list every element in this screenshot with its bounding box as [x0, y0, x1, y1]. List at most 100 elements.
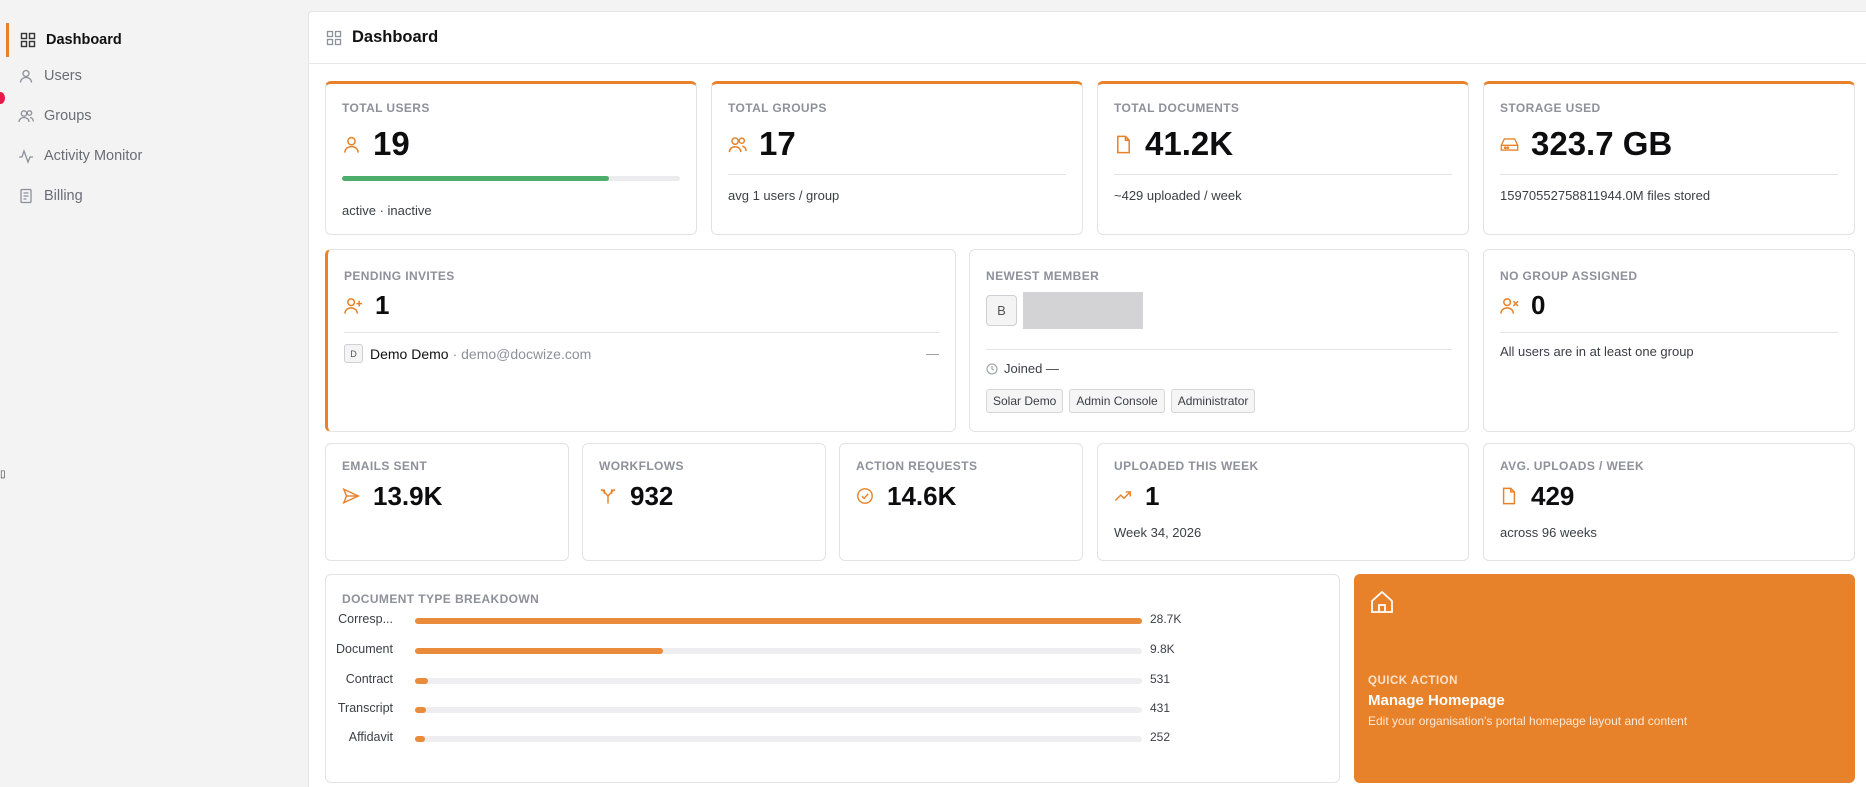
stat-sub: ~429 uploaded / week	[1114, 188, 1242, 203]
clock-icon	[986, 362, 998, 375]
breakdown-value: 9.8K	[1150, 642, 1175, 656]
stat-sub: active · inactive	[342, 203, 432, 218]
newest-member-card: NEWEST MEMBER B Joined — Solar Demo Admi…	[969, 249, 1469, 432]
collapse-handle-icon[interactable]: ▯	[0, 469, 6, 480]
breakdown-label: Contract	[345, 672, 393, 686]
hard-drive-icon	[1500, 135, 1519, 154]
breakdown-row: Document 9.8K	[326, 640, 1339, 660]
sidebar-item-activity-monitor[interactable]: Activity Monitor	[6, 139, 302, 173]
stat-card-action-requests: ACTION REQUESTS 14.6K	[839, 443, 1083, 561]
tag: Administrator	[1170, 389, 1256, 413]
stat-card-avg-uploads: AVG. UPLOADS / WEEK 429 across 96 weeks	[1483, 443, 1855, 561]
avatar: D	[344, 344, 363, 363]
stat-value-row: 1	[344, 290, 389, 321]
stat-value-row: 932	[599, 481, 673, 512]
stat-label: AVG. UPLOADS / WEEK	[1500, 459, 1645, 473]
breakdown-track	[415, 678, 1142, 684]
role-tags: Solar Demo Admin Console Administrator	[986, 389, 1256, 413]
breakdown-bar	[415, 648, 663, 654]
member-name-placeholder	[1023, 292, 1143, 329]
breakdown-track	[415, 618, 1142, 624]
users-icon	[18, 108, 34, 124]
activity-icon	[18, 148, 34, 164]
page-title: Dashboard	[352, 28, 439, 46]
breakdown-row: Transcript 431	[326, 699, 1339, 719]
breakdown-track	[415, 648, 1142, 654]
breakdown-label: Affidavit	[348, 730, 393, 744]
stat-value-row: 0	[1500, 290, 1545, 321]
stat-label: TOTAL USERS	[342, 101, 430, 115]
split-icon	[599, 487, 618, 506]
stat-sub: Week 34, 2026	[1114, 525, 1202, 540]
stat-value-row: 41.2K	[1114, 125, 1233, 163]
send-icon	[342, 487, 361, 506]
stat-value-row: 14.6K	[856, 481, 956, 512]
quick-action-desc: Edit your organisation's portal homepage…	[1368, 714, 1688, 728]
sidebar-item-billing[interactable]: Billing	[6, 179, 302, 213]
document-type-breakdown-card: DOCUMENT TYPE BREAKDOWN Corresp... 28.7K D…	[325, 574, 1340, 783]
joined-date: Joined —	[986, 361, 1059, 376]
stat-label: TOTAL GROUPS	[728, 101, 827, 115]
stat-label: DOCUMENT TYPE BREAKDOWN	[342, 592, 540, 606]
sidebar-item-users[interactable]: Users	[6, 59, 302, 93]
breakdown-label: Corresp...	[338, 612, 393, 626]
breakdown-label: Transcript	[337, 701, 393, 715]
user-icon	[342, 135, 361, 154]
breakdown-row: Contract 531	[326, 670, 1339, 690]
stat-label: UPLOADED THIS WEEK	[1114, 459, 1259, 473]
stat-sub: 15970552758811944.0M files stored	[1500, 188, 1711, 203]
breakdown-value: 28.7K	[1150, 612, 1182, 626]
stat-value-row: 323.7 GB	[1500, 125, 1672, 163]
sidebar: Dashboard Users Groups Activity Monitor …	[0, 2, 306, 787]
divider	[728, 174, 1066, 175]
breakdown-label: Document	[336, 642, 393, 656]
users-icon	[728, 135, 747, 154]
stat-card-emails-sent: EMAILS SENT 13.9K	[325, 443, 569, 561]
stat-card-total-documents: TOTAL DOCUMENTS 41.2K ~429 uploaded / we…	[1097, 81, 1469, 235]
breakdown-value: 531	[1150, 672, 1171, 686]
list-item[interactable]: D Demo Demo · demo@docwize.com —	[344, 344, 939, 363]
stat-card-total-groups: TOTAL GROUPS 17 avg 1 users / group	[711, 81, 1083, 235]
quick-action-label: QUICK ACTION	[1368, 675, 1458, 687]
sidebar-item-label: Activity Monitor	[44, 148, 143, 164]
stat-card-total-users: TOTAL USERS 19 active · inactive	[325, 81, 697, 235]
sidebar-item-label: Dashboard	[46, 32, 122, 48]
trending-up-icon	[1114, 487, 1133, 506]
stat-card-uploaded-week: UPLOADED THIS WEEK 1 Week 34, 2026	[1097, 443, 1469, 561]
stat-value: 13.9K	[373, 481, 443, 511]
stat-card-storage-used: STORAGE USED 323.7 GB 15970552758811944.…	[1483, 81, 1855, 235]
stat-sub: avg 1 users / group	[728, 188, 840, 203]
receipt-icon	[18, 188, 34, 204]
breakdown-bar	[415, 678, 429, 684]
stat-value: 1	[375, 290, 390, 320]
stat-value: 19	[373, 125, 410, 162]
invite-status: —	[926, 346, 939, 361]
quick-action-manage-homepage[interactable]: QUICK ACTION Manage Homepage Edit your o…	[1354, 574, 1855, 783]
user-x-icon	[1500, 296, 1519, 315]
page-header: Dashboard	[309, 12, 1866, 64]
breakdown-value: 252	[1150, 730, 1171, 744]
no-group-card: NO GROUP ASSIGNED 0 All users are in at …	[1483, 249, 1855, 432]
stat-value-row: 1	[1114, 481, 1159, 512]
sidebar-item-groups[interactable]: Groups	[6, 99, 302, 133]
user-icon	[18, 68, 34, 84]
home-icon	[1368, 588, 1396, 616]
divider	[1500, 174, 1838, 175]
pending-invites-card: PENDING INVITES 1 D Demo Demo · demo@doc…	[325, 249, 956, 432]
file-icon	[1114, 135, 1133, 154]
quick-action-title: Manage Homepage	[1368, 692, 1505, 709]
breakdown-track	[415, 707, 1142, 713]
breakdown-bar	[415, 618, 1142, 624]
grid-icon	[326, 30, 342, 46]
divider	[1500, 332, 1838, 333]
divider	[1114, 174, 1452, 175]
joined-text: Joined —	[1004, 361, 1059, 376]
breakdown-value: 431	[1150, 701, 1171, 715]
stat-value: 323.7 GB	[1531, 125, 1673, 162]
breakdown-bar	[415, 707, 426, 713]
stat-label: PENDING INVITES	[344, 269, 455, 283]
active-users-progress	[342, 176, 680, 181]
stat-value-row: 13.9K	[342, 481, 442, 512]
sidebar-item-dashboard[interactable]: Dashboard	[6, 23, 302, 57]
stat-value-row: 19	[342, 125, 410, 163]
